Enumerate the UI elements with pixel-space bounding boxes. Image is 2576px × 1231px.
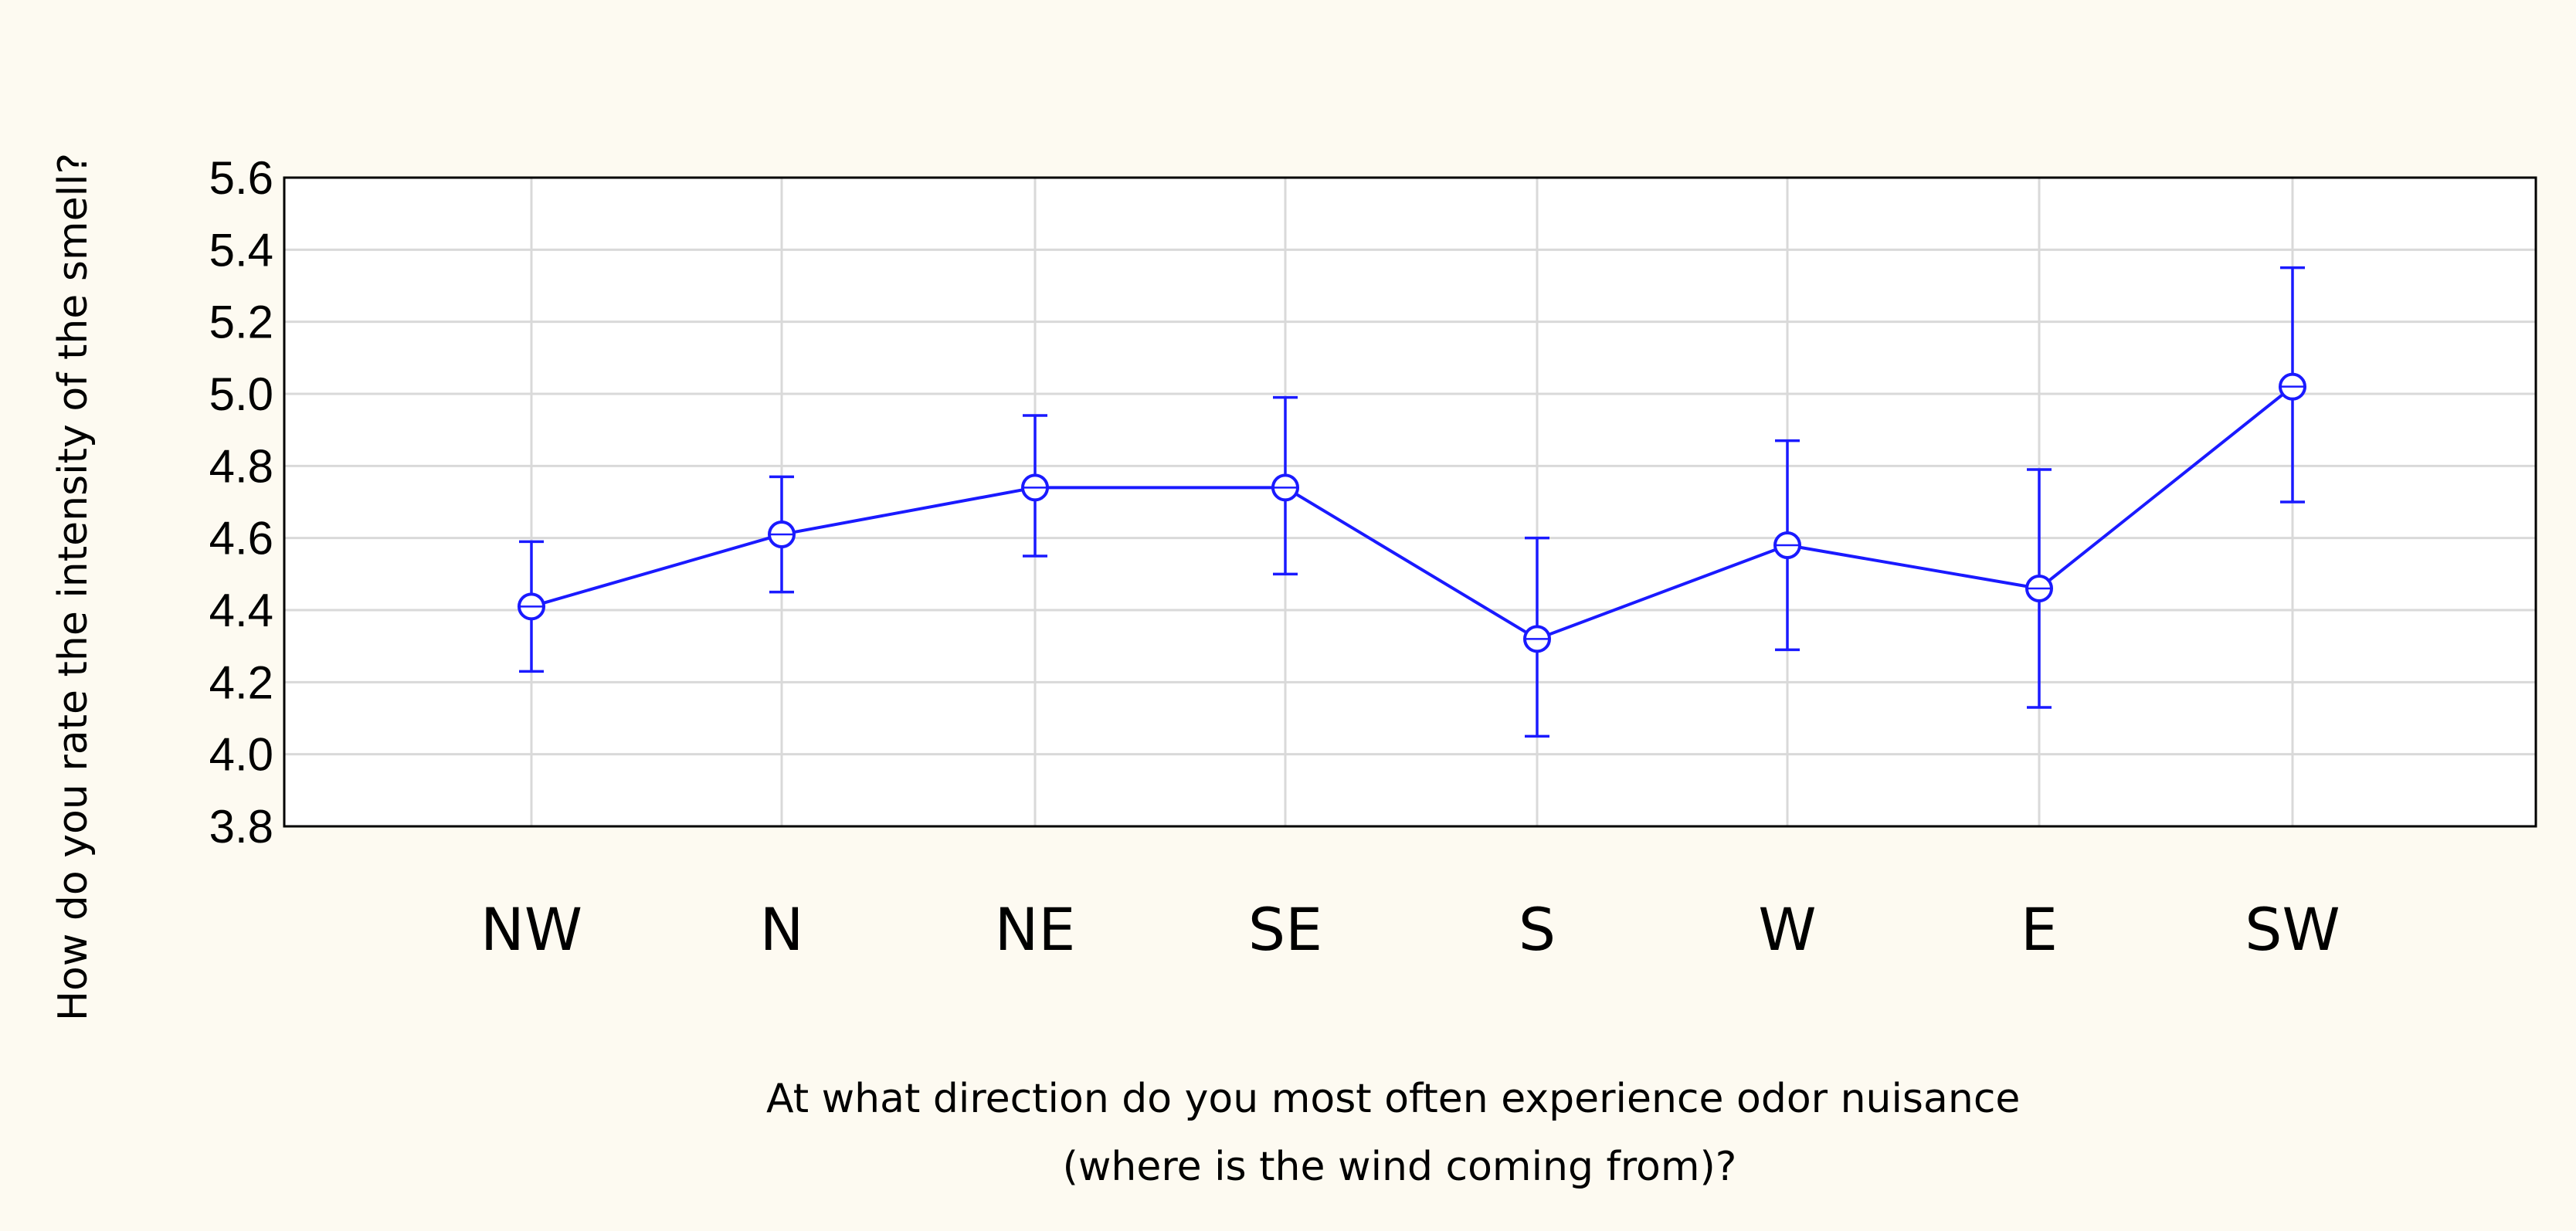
y-tick-label: 4.2 <box>209 656 273 708</box>
series <box>518 266 2306 738</box>
y-tick-label: 4.4 <box>209 585 273 636</box>
x-axis-ticks: NW N NE SE S W E SW <box>480 895 2340 964</box>
x-tick-label: W <box>1758 895 1816 964</box>
plot-frame <box>283 176 2537 828</box>
y-tick-label: 5.6 <box>209 152 273 204</box>
x-tick-label: SW <box>2245 895 2340 964</box>
y-tick-label: 4.0 <box>209 729 273 781</box>
series-line <box>531 385 2294 641</box>
x-tick-label: SE <box>1248 895 1322 964</box>
x-tick-label: NW <box>480 895 582 964</box>
x-tick-label: E <box>2021 895 2058 964</box>
x-tick-label: N <box>760 895 804 964</box>
y-tick-label: 5.2 <box>209 297 273 348</box>
y-tick-label: 4.8 <box>209 440 273 492</box>
plot-area <box>284 178 2536 826</box>
y-tick-label: 5.4 <box>209 224 273 276</box>
y-axis-title: How do you rate the intensity of the sme… <box>50 153 97 1021</box>
y-tick-label: 5.0 <box>209 368 273 420</box>
x-axis-title-line-2: (where is the wind coming from)? <box>1063 1144 1737 1190</box>
x-axis-title: At what direction do you most often expe… <box>766 1076 2033 1190</box>
y-tick-label: 3.8 <box>209 801 273 853</box>
x-axis-title-line-1: At what direction do you most often expe… <box>766 1076 2020 1122</box>
x-tick-label: NE <box>995 895 1076 964</box>
y-tick-label: 4.6 <box>209 513 273 565</box>
x-tick-label: S <box>1519 895 1556 964</box>
y-axis-ticks: 5.6 5.4 5.2 5.0 4.8 4.6 4.4 4.2 4.0 3.8 <box>209 152 273 853</box>
